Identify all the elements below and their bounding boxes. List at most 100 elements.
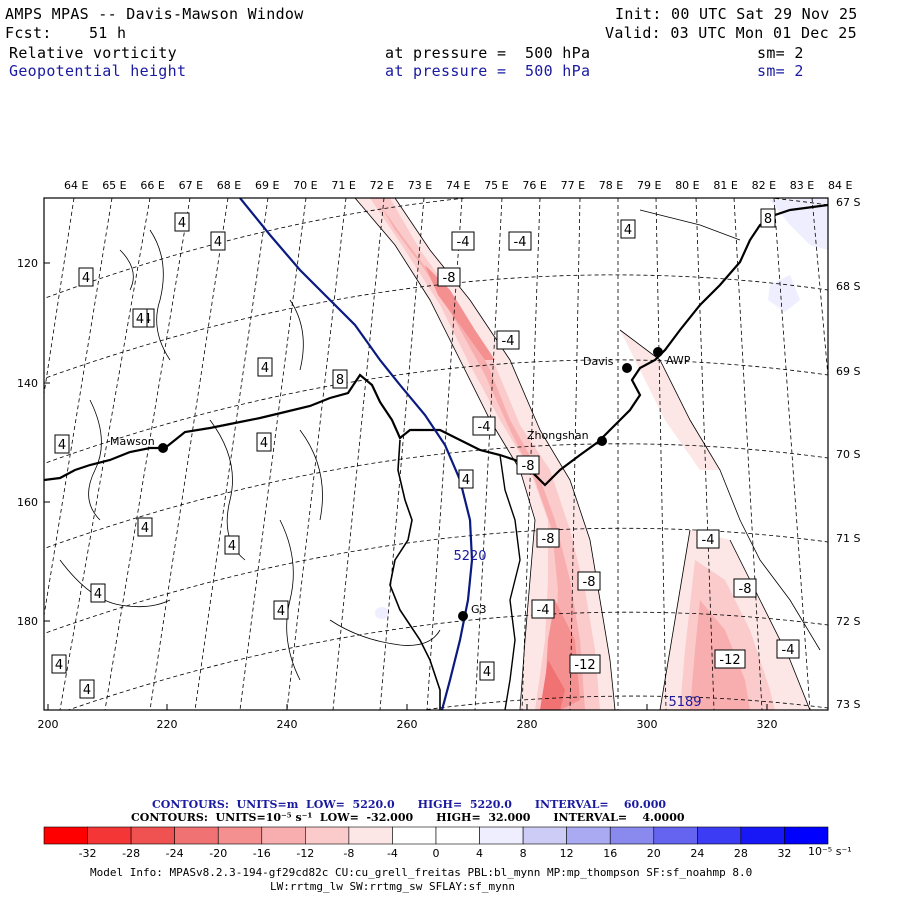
contour-label-box (54, 434, 70, 454)
colorbar-segment (522, 826, 567, 845)
colorbar-label: 16 (603, 847, 617, 860)
lat-label: 72 S (836, 615, 860, 628)
forecast-hour: Fcst: 51 h (5, 24, 127, 42)
colorbar-segment (305, 826, 350, 845)
colorbar-label: 12 (560, 847, 574, 860)
lon-label: 76 E (522, 179, 546, 192)
colorbar-label: 0 (433, 847, 440, 860)
lon-label: 64 E (64, 179, 88, 192)
contour-label-text: 4 (136, 312, 144, 327)
contour-labels: 4444448444444444-4-4-8-4-4-8-8-8-4-12484… (51, 208, 800, 710)
contour-label-box (516, 455, 540, 475)
contour-label-text: 4 (94, 587, 102, 602)
colorbar-label: -8 (343, 847, 354, 860)
lat-label: 68 S (836, 280, 860, 293)
station-awp-dot (653, 347, 663, 357)
station-g3-label: G3 (471, 603, 487, 616)
contour-label-box (569, 654, 601, 674)
field2-level: at pressure = 500 hPa (385, 62, 591, 80)
contour-label-box (760, 208, 776, 228)
colorbar-segment (653, 826, 698, 845)
lon-label: 82 E (752, 179, 776, 192)
contour-label-text: 4 (277, 604, 285, 619)
colorbar-segment (348, 826, 393, 845)
colorbar-label: 32 (777, 847, 791, 860)
contour-label-box (577, 571, 601, 591)
contour-label-box (256, 432, 272, 452)
contour-label-text: 4 (462, 473, 470, 488)
contour-label-text: 4 (261, 361, 269, 376)
lat-label: 71 S (836, 532, 860, 545)
colorbar-label: -32 (79, 847, 97, 860)
contour-label-text: 4 (483, 665, 491, 680)
negative-vorticity-shading (355, 198, 828, 710)
station-mawson-dot (158, 443, 168, 453)
station-zhongshan-label: Zhongshan (527, 429, 589, 442)
vort-shade-4c (620, 330, 720, 470)
contour-label-box (224, 535, 240, 555)
x-tick-label: 300 (637, 718, 658, 731)
contour-label-text: 4 (141, 521, 149, 536)
vorticity-contours (59, 198, 821, 710)
contour-label-text: -12 (719, 653, 740, 668)
station-awp-label: AWP (666, 354, 691, 367)
contour-label-box (531, 599, 555, 619)
colorbar: -32 -28 -24 -20 -16 -12 -8 -4 0 4 8 12 16 20 24 28 32 10⁻… (43, 826, 852, 860)
plot-title: AMPS MPAS -- Davis-Mawson Window (5, 5, 304, 23)
y-tick-label: 140 (17, 377, 38, 390)
lon-label: 70 E (293, 179, 317, 192)
contour-label-text: -8 (542, 532, 555, 547)
station-mawson-label: Mawson (110, 435, 155, 448)
field2-smoothing: sm= 2 (757, 62, 804, 80)
longitude-labels: 64 E 65 E 66 E 67 E 68 E 69 E 70 E 71 E 72 E 73 E… (64, 179, 852, 192)
colorbar-label: -28 (122, 847, 140, 860)
colorbar-segment (87, 826, 132, 845)
contour-label-text: 4 (55, 658, 63, 673)
contour-label-text: 4 (83, 683, 91, 698)
colorbar-label: 8 (520, 847, 527, 860)
contour-label-box (620, 219, 636, 239)
colorbar-segment (435, 826, 480, 845)
contour-label-box (479, 661, 495, 681)
contour-label-text: 4 (624, 223, 632, 238)
lat-label: 67 S (836, 196, 860, 209)
contour-label-box (257, 357, 273, 377)
colorbar-segment (740, 826, 785, 845)
lon-label: 66 E (140, 179, 164, 192)
contour-label-text: 4 (82, 271, 90, 286)
contour-label-text: -8 (739, 582, 752, 597)
y-tick-label: 120 (17, 257, 38, 270)
vort-pos-3 (375, 607, 389, 619)
colorbar-label: 24 (690, 847, 704, 860)
colorbar-label: 28 (734, 847, 748, 860)
y-tick-label: 160 (17, 496, 38, 509)
field1-name: Relative vorticity (9, 44, 177, 62)
contour-label-box (79, 679, 95, 699)
colorbar-label: -4 (387, 847, 398, 860)
contour-label-box (273, 600, 289, 620)
colorbar-segment (784, 826, 829, 845)
model-info-physics: LW:rrtmg_lw SW:rrtmg_sw SFLAY:sf_mynn (270, 880, 516, 893)
lon-label: 71 E (331, 179, 355, 192)
height-contour-info: CONTOURS: UNITS=m LOW= 5220.0 HIGH= 5220… (152, 798, 666, 811)
coastline (44, 203, 828, 487)
colorbar-segment (697, 826, 742, 845)
contour-label-text: -8 (443, 271, 456, 286)
vort-shade-16a (425, 265, 495, 360)
colorbar-unit: 10⁻⁵ s⁻¹ (808, 845, 852, 858)
lon-label: 69 E (255, 179, 279, 192)
contour-label-text: -4 (502, 334, 515, 349)
y-tick-label: 180 (17, 615, 38, 628)
contour-label-box (451, 231, 475, 251)
colorbar-segment (609, 826, 655, 845)
x-tick-label: 260 (397, 718, 418, 731)
station-davis-label: Davis (583, 355, 614, 368)
contour-label-text: 4 (260, 436, 268, 451)
x-axis-ticks: 200 220 240 260 280 300 320 (38, 704, 778, 731)
contour-label-box (210, 231, 226, 251)
station-zhongshan-dot (597, 436, 607, 446)
contour-label-text: 4 (178, 216, 186, 231)
colorbar-label: 4 (476, 847, 483, 860)
colorbar-label: -24 (166, 847, 184, 860)
